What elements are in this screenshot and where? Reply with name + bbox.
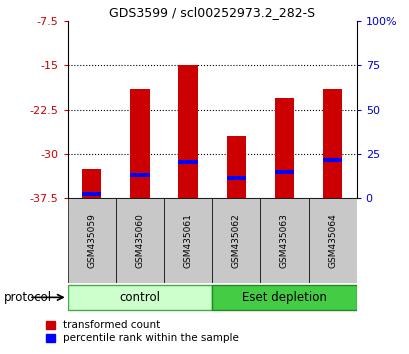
Bar bbox=[226, 176, 245, 180]
Bar bbox=[130, 173, 149, 177]
Text: Eset depletion: Eset depletion bbox=[241, 291, 326, 304]
Bar bbox=[322, 158, 342, 162]
Bar bbox=[274, 98, 293, 198]
Bar bbox=[67, 198, 116, 283]
Bar bbox=[212, 285, 356, 310]
Bar bbox=[164, 198, 212, 283]
Legend: transformed count, percentile rank within the sample: transformed count, percentile rank withi… bbox=[46, 320, 238, 343]
Bar bbox=[226, 136, 245, 198]
Bar bbox=[274, 170, 293, 174]
Bar bbox=[178, 65, 197, 198]
Bar bbox=[212, 198, 260, 283]
Text: GSM435064: GSM435064 bbox=[327, 213, 336, 268]
Text: GSM435059: GSM435059 bbox=[87, 213, 96, 268]
Text: GSM435063: GSM435063 bbox=[279, 213, 288, 268]
Bar bbox=[67, 285, 212, 310]
Bar bbox=[260, 198, 308, 283]
Bar bbox=[130, 89, 149, 198]
Bar bbox=[178, 160, 197, 164]
Bar bbox=[82, 192, 101, 196]
Bar bbox=[308, 198, 356, 283]
Text: GSM435060: GSM435060 bbox=[135, 213, 144, 268]
Bar bbox=[115, 198, 164, 283]
Text: GSM435062: GSM435062 bbox=[231, 213, 240, 268]
Text: control: control bbox=[119, 291, 160, 304]
Text: GSM435061: GSM435061 bbox=[183, 213, 192, 268]
Title: GDS3599 / scl00252973.2_282-S: GDS3599 / scl00252973.2_282-S bbox=[109, 6, 315, 19]
Text: protocol: protocol bbox=[4, 291, 52, 304]
Bar bbox=[82, 169, 101, 198]
Bar bbox=[322, 89, 342, 198]
